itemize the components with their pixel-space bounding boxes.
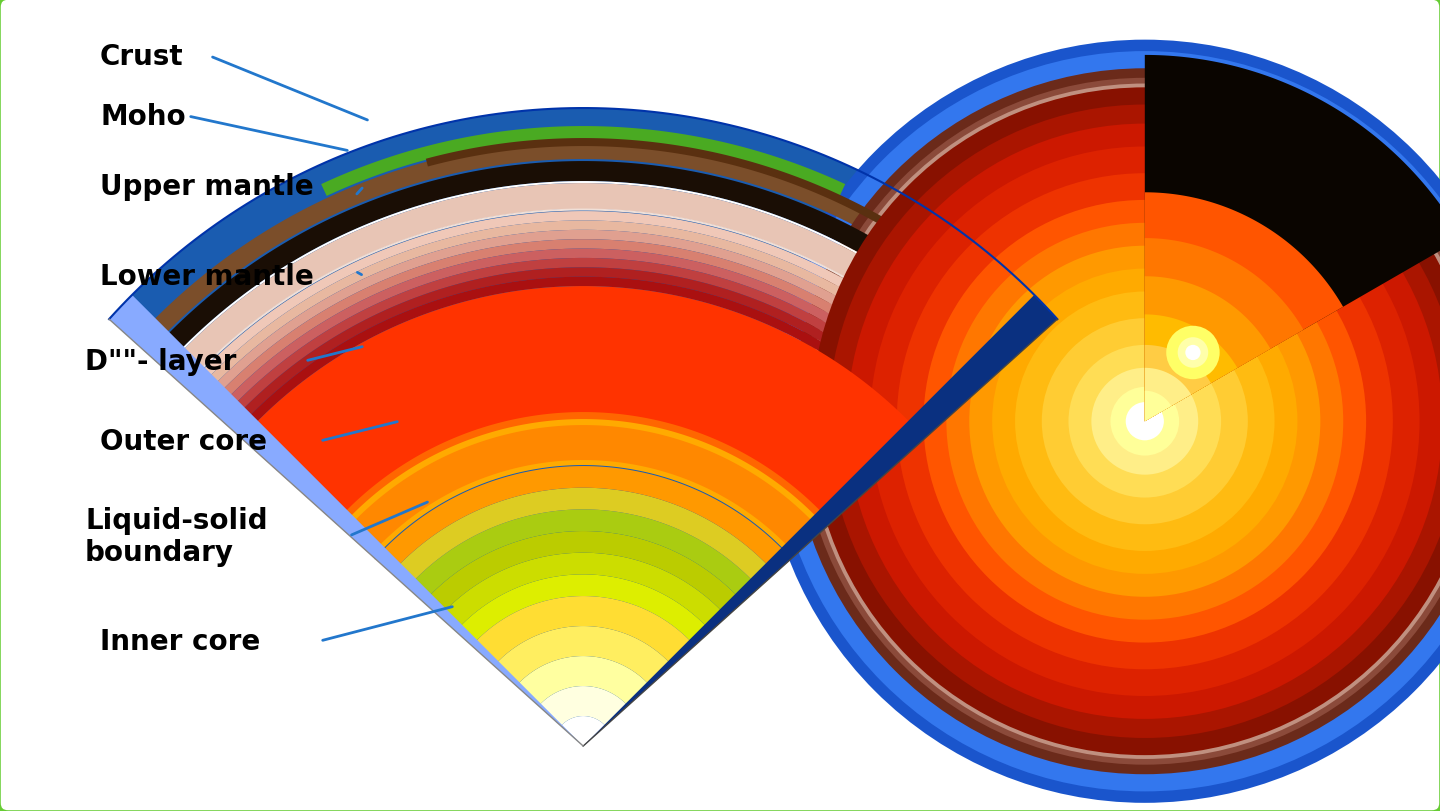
Circle shape (992, 269, 1297, 574)
Polygon shape (109, 109, 1057, 746)
Polygon shape (1145, 277, 1270, 422)
Polygon shape (1145, 345, 1211, 422)
Circle shape (763, 41, 1440, 803)
Polygon shape (148, 162, 1018, 368)
Circle shape (1015, 292, 1274, 551)
Polygon shape (1145, 56, 1440, 422)
Circle shape (1185, 345, 1201, 361)
Circle shape (828, 105, 1440, 738)
Polygon shape (134, 142, 1032, 354)
Polygon shape (408, 510, 759, 603)
Circle shape (1178, 338, 1208, 368)
Circle shape (870, 148, 1420, 696)
Polygon shape (392, 488, 775, 588)
Polygon shape (374, 466, 792, 573)
Polygon shape (1145, 391, 1171, 422)
Polygon shape (242, 287, 924, 524)
Polygon shape (1145, 315, 1237, 422)
Circle shape (1110, 388, 1179, 456)
Circle shape (811, 88, 1440, 755)
Polygon shape (439, 553, 727, 632)
Polygon shape (1145, 368, 1191, 422)
Circle shape (923, 200, 1367, 643)
Circle shape (946, 224, 1344, 620)
Text: Moho: Moho (99, 103, 186, 131)
Text: Lower mantle: Lower mantle (99, 263, 314, 290)
Polygon shape (340, 419, 827, 531)
Circle shape (1041, 319, 1248, 525)
Polygon shape (1145, 193, 1344, 422)
Polygon shape (164, 184, 1002, 387)
Polygon shape (336, 413, 831, 530)
Polygon shape (517, 656, 649, 706)
Polygon shape (235, 277, 932, 439)
Text: Inner core: Inner core (99, 627, 261, 655)
Circle shape (897, 174, 1392, 669)
Polygon shape (455, 575, 711, 646)
Polygon shape (562, 716, 605, 746)
Polygon shape (472, 596, 694, 666)
Polygon shape (200, 230, 966, 407)
Polygon shape (228, 268, 939, 432)
Circle shape (969, 247, 1320, 597)
Polygon shape (423, 531, 743, 617)
Circle shape (806, 84, 1440, 759)
Polygon shape (220, 259, 946, 426)
Text: Upper mantle: Upper mantle (99, 173, 314, 201)
Circle shape (792, 69, 1440, 775)
Circle shape (1068, 345, 1221, 498)
Text: Liquid-solid
boundary: Liquid-solid boundary (85, 506, 268, 567)
Polygon shape (186, 212, 981, 395)
Circle shape (1092, 368, 1198, 475)
Polygon shape (163, 182, 1004, 370)
Text: Outer core: Outer core (99, 427, 266, 456)
Polygon shape (494, 626, 672, 686)
Circle shape (801, 79, 1440, 765)
Circle shape (775, 52, 1440, 792)
Polygon shape (583, 295, 1057, 746)
Polygon shape (539, 686, 628, 726)
Polygon shape (213, 249, 953, 420)
Polygon shape (109, 295, 583, 746)
Polygon shape (206, 240, 960, 414)
Text: Crust: Crust (99, 43, 184, 71)
Polygon shape (1145, 238, 1303, 422)
Polygon shape (426, 139, 932, 255)
Text: D""- layer: D""- layer (85, 348, 236, 375)
Polygon shape (321, 127, 845, 197)
Circle shape (847, 124, 1440, 719)
Polygon shape (193, 221, 973, 401)
Polygon shape (184, 209, 982, 388)
Circle shape (1126, 403, 1164, 440)
Polygon shape (370, 461, 796, 558)
Polygon shape (344, 424, 822, 556)
Circle shape (1166, 326, 1220, 380)
